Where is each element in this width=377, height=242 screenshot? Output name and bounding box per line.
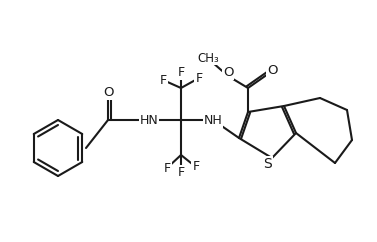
Text: NH: NH bbox=[204, 113, 222, 127]
Text: F: F bbox=[178, 66, 185, 78]
Text: F: F bbox=[164, 161, 170, 174]
Text: CH₃: CH₃ bbox=[197, 52, 219, 65]
Text: S: S bbox=[264, 157, 272, 171]
Text: O: O bbox=[223, 66, 233, 78]
Text: F: F bbox=[195, 71, 202, 84]
Text: HN: HN bbox=[139, 113, 158, 127]
Text: O: O bbox=[103, 85, 113, 98]
Text: F: F bbox=[192, 160, 199, 174]
Text: O: O bbox=[267, 63, 277, 76]
Text: F: F bbox=[159, 74, 167, 86]
Text: F: F bbox=[178, 166, 185, 179]
